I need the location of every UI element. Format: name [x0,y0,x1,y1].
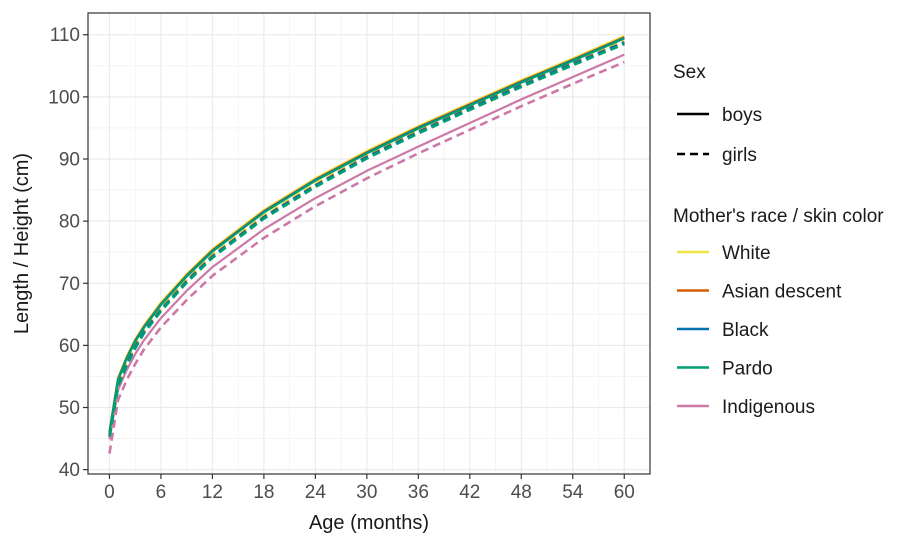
x-tick-label: 42 [459,482,480,503]
y-tick-label: 90 [59,150,80,171]
x-tick-label: 6 [156,482,167,503]
grid-minor [88,13,650,474]
legend-sex-items: boys girls [677,105,762,166]
x-tick-label: 48 [511,482,532,503]
grid-major [88,13,650,474]
legend: Sex Mother's race / skin color boys girls… [673,62,884,418]
legend-sex-title: Sex [673,62,706,83]
legend-race-title: Mother's race / skin color [673,206,884,227]
x-tick-label: 30 [356,482,377,503]
legend-label-indigenous: Indigenous [722,397,815,418]
y-tick-label: 100 [48,87,80,108]
x-axis-title: Age (months) [309,512,429,534]
legend-label-girls: girls [722,145,757,166]
x-tick-label: 60 [614,482,635,503]
panel-border [87,12,651,475]
series-line-pardo-girls [108,42,625,437]
legend-label-black: Black [722,320,769,341]
x-tick-label: 12 [202,482,223,503]
series-line-pardo-boys [108,37,625,433]
x-tick-label: 0 [104,482,115,503]
y-tick-label: 80 [59,212,80,233]
y-tick-label: 40 [59,460,80,481]
legend-label-asian-descent: Asian descent [722,282,842,303]
y-tick-label: 110 [50,25,80,46]
legend-label-white: White [722,243,771,264]
y-tick-label: 50 [59,398,80,419]
y-tick-label: 70 [59,274,80,295]
y-axis-title: Length / Height (cm) [11,153,33,334]
legend-label-pardo: Pardo [722,359,773,380]
x-tick-label: 54 [562,482,584,503]
x-tick-label: 24 [305,482,327,503]
y-tick-label: 60 [59,336,80,357]
series-line-indigenous-boys [108,53,625,440]
x-tick-label: 36 [408,482,429,503]
ticks-layer: 0 6 12 18 24 30 36 42 48 54 60 40 50 60 70 80 90 100 110 [48,25,635,503]
legend-race-items: White Asian descent Black Pardo Indigenous [677,243,842,418]
legend-label-boys: boys [722,105,762,126]
series-line-indigenous-girls [108,60,625,454]
x-tick-label: 18 [253,482,274,503]
series-layer [108,34,625,454]
